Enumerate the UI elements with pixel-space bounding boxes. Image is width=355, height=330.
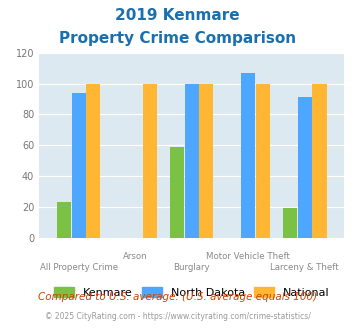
Text: Burglary: Burglary [173, 263, 210, 273]
Text: All Property Crime: All Property Crime [39, 263, 118, 273]
Text: Motor Vehicle Theft: Motor Vehicle Theft [206, 252, 290, 261]
Bar [312, 83, 327, 238]
Bar [298, 97, 312, 238]
Bar [199, 83, 213, 238]
Text: Compared to U.S. average. (U.S. average equals 100): Compared to U.S. average. (U.S. average … [38, 292, 317, 302]
Bar [72, 93, 86, 238]
Text: Arson: Arson [123, 252, 147, 261]
Text: Property Crime Comparison: Property Crime Comparison [59, 31, 296, 46]
Bar [241, 73, 255, 238]
Text: 2019 Kenmare: 2019 Kenmare [115, 8, 240, 23]
Bar [256, 83, 270, 238]
Bar [143, 83, 157, 238]
Text: Larceny & Theft: Larceny & Theft [271, 263, 339, 273]
Bar [170, 147, 184, 238]
Legend: Kenmare, North Dakota, National: Kenmare, North Dakota, National [50, 282, 334, 302]
Bar [86, 83, 100, 238]
Bar [57, 202, 71, 238]
Text: © 2025 CityRating.com - https://www.cityrating.com/crime-statistics/: © 2025 CityRating.com - https://www.city… [45, 312, 310, 321]
Bar [185, 83, 199, 238]
Bar [283, 208, 297, 238]
